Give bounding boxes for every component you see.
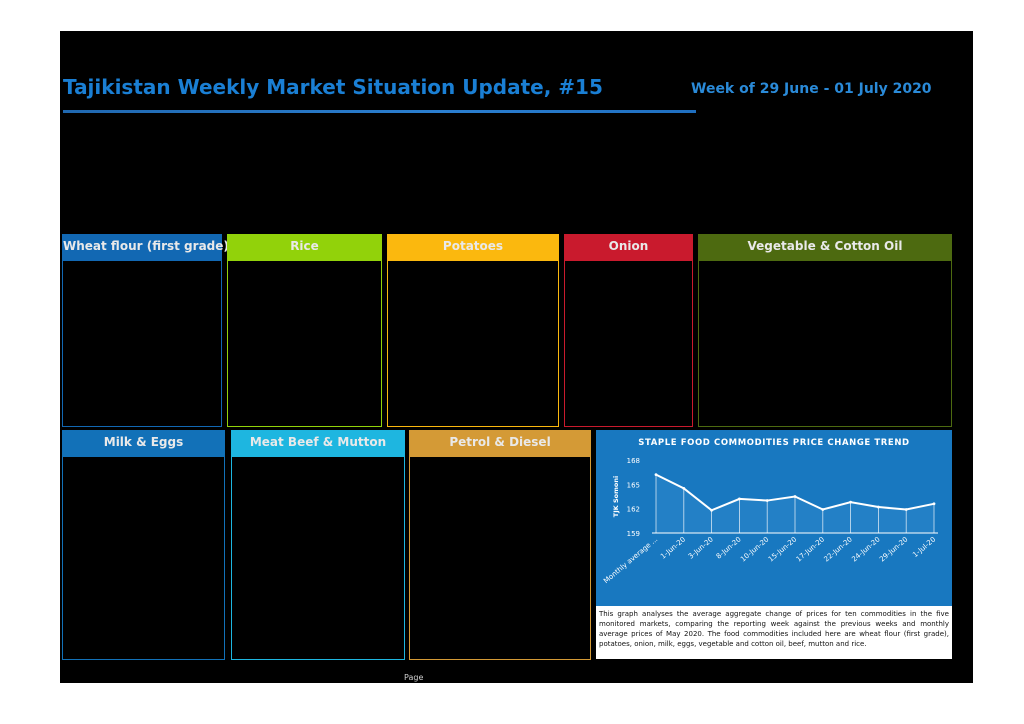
- x-tick-label: 1-Jun-20: [659, 535, 687, 560]
- panel-header: Milk & Eggs: [63, 431, 224, 457]
- panel-petrol-diesel: Petrol & Diesel: [409, 430, 591, 660]
- panel-milk-eggs: Milk & Eggs: [62, 430, 225, 660]
- chart-title: STAPLE FOOD COMMODITIES PRICE CHANGE TRE…: [638, 438, 910, 448]
- x-tick-label: 24-Jun-20: [850, 535, 881, 563]
- panel-potatoes: Potatoes: [387, 234, 559, 427]
- page-label: Page: [404, 673, 424, 682]
- panel-header: Potatoes: [388, 235, 558, 261]
- data-point: [738, 497, 741, 501]
- data-point: [793, 495, 797, 498]
- data-point: [765, 499, 769, 502]
- x-tick-label: Monthly average ...: [602, 535, 659, 585]
- y-tick-label: 168: [627, 457, 640, 465]
- chart-note: This graph analyses the average aggregat…: [596, 606, 952, 659]
- panel-header: Onion: [565, 235, 692, 261]
- report-title: Tajikistan Weekly Market Situation Updat…: [63, 75, 603, 99]
- report-page: Tajikistan Weekly Market Situation Updat…: [60, 31, 973, 683]
- panel-header: Rice: [228, 235, 381, 261]
- data-point: [904, 508, 908, 511]
- x-tick-label: 10-Jun-20: [739, 535, 770, 563]
- y-tick-label: 162: [627, 506, 640, 514]
- data-point: [932, 502, 936, 506]
- panel-wheat-flour: Wheat flour (first grade): [62, 234, 229, 427]
- x-tick-label: 17-Jun-20: [795, 535, 826, 563]
- data-point: [682, 486, 686, 490]
- y-tick-label: 159: [627, 530, 640, 538]
- y-tick-label: 165: [627, 481, 640, 489]
- data-point: [877, 505, 880, 509]
- panel-header: Meat Beef & Mutton: [232, 431, 404, 457]
- panel-header: Wheat flour (first grade): [63, 235, 229, 261]
- price-trend-chart: STAPLE FOOD COMMODITIES PRICE CHANGE TRE…: [596, 430, 952, 607]
- data-point: [710, 508, 713, 512]
- data-point: [821, 508, 825, 511]
- data-point: [654, 473, 658, 476]
- panel-onion: Onion: [564, 234, 693, 427]
- panel-meat: Meat Beef & Mutton: [231, 430, 405, 660]
- x-tick-label: 29-Jun-20: [878, 535, 909, 563]
- report-week: Week of 29 June - 01 July 2020: [691, 81, 932, 97]
- panel-header: Vegetable & Cotton Oil: [699, 235, 951, 261]
- panel-rice: Rice: [227, 234, 382, 427]
- panel-vegetable-oil: Vegetable & Cotton Oil: [698, 234, 952, 427]
- x-tick-label: 1-Jul-20: [911, 535, 937, 559]
- x-tick-label: 22-Jun-20: [823, 535, 854, 563]
- x-tick-label: 3-Jun-20: [687, 535, 715, 560]
- data-point: [849, 500, 852, 504]
- y-axis-label: TJK Somoni: [612, 476, 620, 517]
- chart-plot: 159 162 165 168 TJK Somoni Monthly average ..…: [602, 457, 938, 585]
- title-underline: [63, 110, 696, 113]
- panel-header: Petrol & Diesel: [410, 431, 590, 457]
- x-tick-label: 15-Jun-20: [767, 535, 798, 563]
